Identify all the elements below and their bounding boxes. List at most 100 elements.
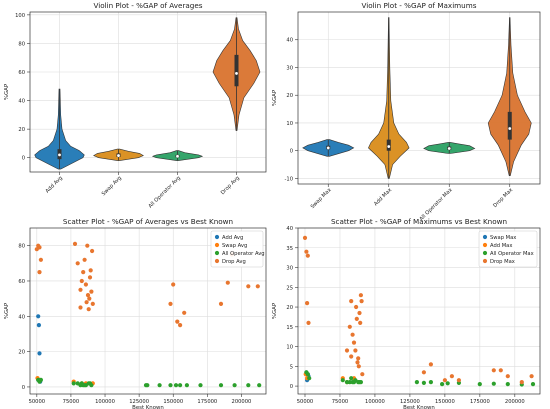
scatter-point xyxy=(305,253,310,258)
plot-frame xyxy=(297,11,541,185)
scatter-point xyxy=(505,374,510,379)
scatter-point xyxy=(344,348,350,353)
chart-panel-4: Scatter Plot - %GAP of Maximums vs Best … xyxy=(272,217,541,409)
legend-box xyxy=(478,230,538,268)
scatter-point xyxy=(350,332,355,337)
scatter-point xyxy=(305,372,310,377)
scatter-point xyxy=(37,351,42,356)
scatter-point xyxy=(351,340,357,345)
legend-marker xyxy=(214,234,220,240)
y-tick-label: 30 xyxy=(286,266,293,272)
legend-marker xyxy=(482,242,488,248)
scatter-point xyxy=(354,316,359,321)
scatter-point xyxy=(355,360,360,365)
x-tick-label: Swap Max xyxy=(310,187,333,210)
scatter-point xyxy=(184,383,189,388)
x-tick-label: Add Max xyxy=(373,187,393,207)
x-tick-label: 150000 xyxy=(435,399,455,405)
scatter-point xyxy=(356,364,361,369)
scatter-point xyxy=(36,323,42,328)
scatter-point xyxy=(75,261,80,266)
scatter-point xyxy=(81,270,86,275)
legend-label: Add Avg xyxy=(222,235,243,241)
scatter-point xyxy=(178,383,183,388)
x-tick-label: 50000 xyxy=(29,399,46,405)
plot-frame xyxy=(29,11,267,173)
scatter-point xyxy=(178,323,183,328)
y-tick-label: 20 xyxy=(18,350,25,356)
scatter-point xyxy=(182,310,187,315)
x-tick-label: 50000 xyxy=(297,399,314,405)
y-tick-label: 10 xyxy=(286,345,293,351)
violin-median xyxy=(235,72,238,75)
x-tick-label: Add Avg xyxy=(45,175,64,194)
plot-frame xyxy=(297,227,541,395)
scatter-point xyxy=(358,320,363,325)
scatter-point xyxy=(89,289,94,294)
y-tick-label: -10 xyxy=(285,176,293,182)
legend-label: All Operator Max xyxy=(490,251,534,257)
legend-marker xyxy=(482,250,488,256)
x-tick-label: 100000 xyxy=(365,399,385,405)
x-tick-label: 100000 xyxy=(95,399,115,405)
scatter-point xyxy=(82,257,87,262)
scatter-point xyxy=(157,383,162,388)
scatter-point xyxy=(37,245,42,250)
scatter-point xyxy=(428,380,433,385)
scatter-point xyxy=(491,368,496,373)
scatter-point xyxy=(232,383,237,388)
x-tick-label: 175000 xyxy=(470,399,490,405)
scatter-point xyxy=(445,381,450,386)
violin-median xyxy=(508,127,512,130)
scatter-point xyxy=(307,376,312,381)
scatter-point xyxy=(71,381,76,386)
scatter-point xyxy=(456,378,461,383)
violin-median xyxy=(176,154,179,158)
scatter-point xyxy=(519,380,524,385)
legend-marker xyxy=(214,250,220,256)
legend-label: Drop Max xyxy=(490,259,515,265)
y-tick-label: 40 xyxy=(18,99,25,105)
scatter-point xyxy=(84,300,89,305)
scatter-point xyxy=(225,280,230,285)
chart-panel-2: Violin Plot - %GAP of Maximums %GAP -10 0 10… xyxy=(272,1,541,222)
x-tick-label: 200000 xyxy=(232,399,252,405)
scatter-point xyxy=(168,301,173,306)
y-tick-label: 0 xyxy=(22,385,25,391)
y-tick-label: 40 xyxy=(18,314,25,320)
x-tick-label: 150000 xyxy=(163,399,183,405)
x-tick-label: Drop Avg xyxy=(220,175,241,196)
scatter-point xyxy=(72,241,78,246)
scatter-point xyxy=(353,348,358,353)
scatter-point xyxy=(305,301,310,306)
y-tick-label: 100 xyxy=(15,13,25,19)
scatter-point xyxy=(358,293,363,298)
scatter-point xyxy=(87,296,92,301)
y-tick-label: 5 xyxy=(290,364,293,370)
scatter-point xyxy=(89,383,94,388)
legend-marker xyxy=(214,258,220,264)
scatter-point xyxy=(36,314,41,319)
chart-title: Scatter Plot - %GAP of Averages vs Best … xyxy=(63,217,233,226)
y-tick-label: 20 xyxy=(286,93,293,99)
scatter-point xyxy=(360,372,365,377)
legend-label: Swap Max xyxy=(490,235,516,241)
violin-median xyxy=(447,147,451,150)
scatter-point xyxy=(498,368,503,373)
scatter-point xyxy=(198,383,203,388)
scatter-point xyxy=(530,382,536,387)
scatter-point xyxy=(349,376,354,381)
scatter-point xyxy=(529,374,534,379)
x-tick-label: 125000 xyxy=(400,399,420,405)
x-tick-label: 125000 xyxy=(129,399,149,405)
chart-title: Violin Plot - %GAP of Averages xyxy=(93,1,202,10)
y-axis-label: %GAP xyxy=(4,83,10,100)
scatter-point xyxy=(88,268,93,273)
scatter-point xyxy=(37,270,42,275)
scatter-point xyxy=(255,284,260,289)
y-tick-label: 60 xyxy=(18,70,25,76)
violin-box xyxy=(507,111,512,140)
scatter-point xyxy=(354,304,359,310)
x-tick-label: 200000 xyxy=(505,399,525,405)
y-axis-label: %GAP xyxy=(272,89,278,106)
